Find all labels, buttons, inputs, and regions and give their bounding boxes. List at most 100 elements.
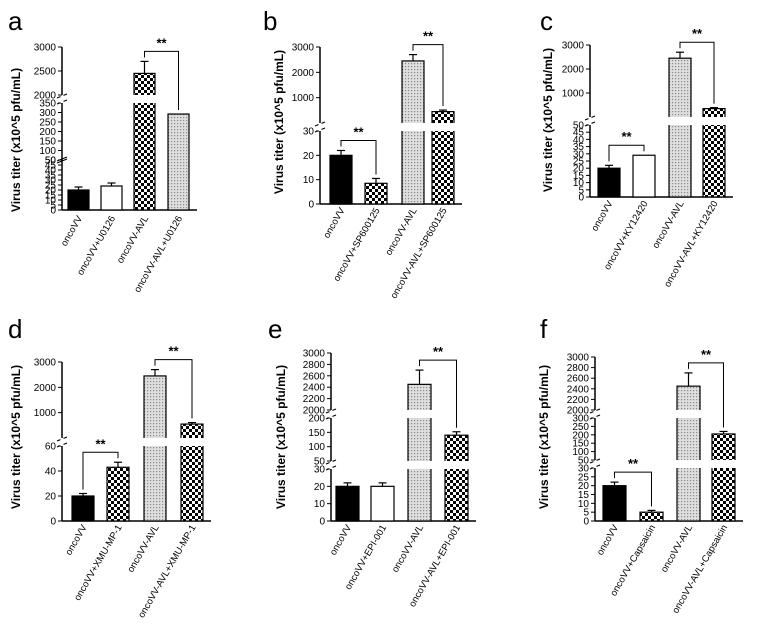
y-tick-label: 200 xyxy=(308,414,325,425)
bar-0 xyxy=(67,189,90,211)
y-tick-label: 3000 xyxy=(562,41,585,52)
y-tick-label: 3000 xyxy=(292,43,315,54)
significance-label-0: ** xyxy=(95,436,106,451)
y-tick-label: 250 xyxy=(572,422,589,433)
y-tick-label: 45 xyxy=(45,161,57,172)
bar-break-gap xyxy=(143,438,167,446)
bar-break-gap xyxy=(668,117,692,125)
significance-bracket-1 xyxy=(679,41,715,104)
y-tick-label: 20 xyxy=(578,481,590,492)
axis-break-gap xyxy=(329,461,333,469)
y-tick-label: 40 xyxy=(45,467,57,478)
bar-2 xyxy=(407,383,432,522)
bar-break-gap xyxy=(180,438,204,446)
x-category-label-0: oncoVV xyxy=(589,198,615,233)
y-tick-label: 30 xyxy=(45,176,57,187)
panel-label-d: d xyxy=(8,314,22,344)
y-tick-label: 2200 xyxy=(567,395,590,406)
y-tick-label: 300 xyxy=(572,414,589,425)
bar-3 xyxy=(444,434,469,522)
axis-break-mark xyxy=(56,158,68,164)
axis-break-gap xyxy=(593,410,597,418)
y-tick-label: 0 xyxy=(578,193,584,204)
panel-label-b: b xyxy=(263,6,277,36)
x-category-label-2: oncoVV-AVL xyxy=(125,523,161,575)
y-tick-label: 3000 xyxy=(303,349,326,360)
y-tick-label: 0 xyxy=(308,200,314,211)
x-category-label-2: oncoVV-AVL xyxy=(390,523,426,575)
x-category-label-2: oncoVV-AVL xyxy=(650,199,686,251)
y-tick-label: 15 xyxy=(578,490,590,501)
y-tick-label: 350 xyxy=(39,99,56,110)
x-category-label-2: oncoVV-AVL xyxy=(659,523,695,575)
y-tick-label: 15 xyxy=(45,191,57,202)
bar-0 xyxy=(335,485,360,522)
y-tick-label: 10 xyxy=(573,178,585,189)
y-tick-label: 200 xyxy=(572,430,589,441)
bar-break-gap xyxy=(401,123,425,131)
y-tick-label: 20 xyxy=(45,186,57,197)
y-tick-label: 25 xyxy=(573,157,585,168)
axis-break-gap xyxy=(318,123,322,131)
y-tick-label: 2000 xyxy=(303,406,326,417)
y-tick-label: 100 xyxy=(308,442,325,453)
x-category-label-0: oncoVV xyxy=(63,522,89,557)
y-tick-label: 0 xyxy=(583,517,589,528)
significance-label-0: ** xyxy=(433,344,444,359)
bar-break-gap xyxy=(702,117,726,125)
y-axis-title-f: Virus titer (x10^5 pfu/mL) xyxy=(537,365,551,509)
significance-label-0: ** xyxy=(621,129,632,144)
x-category-label-0: oncoVV xyxy=(321,205,347,240)
y-axis-title-e: Virus titer (x10^5 pfu/mL) xyxy=(274,365,288,509)
y-tick-label: 3000 xyxy=(34,358,57,369)
y-tick-label: 15 xyxy=(573,171,585,182)
bar-break-gap xyxy=(676,460,701,468)
y-tick-label: 250 xyxy=(39,118,56,129)
axis-break-gap xyxy=(329,410,333,418)
significance-bracket-0 xyxy=(82,451,119,490)
significance-label-1: ** xyxy=(168,344,179,359)
chart-d: 0204060100020003000oncoVVoncoVV+XMU-MP-1… xyxy=(34,344,211,620)
panel-label-e: e xyxy=(268,314,282,344)
y-tick-label: 60 xyxy=(45,442,57,453)
bar-0 xyxy=(602,485,627,522)
bar-3 xyxy=(711,433,736,522)
y-tick-label: 150 xyxy=(308,428,325,439)
y-tick-label: 45 xyxy=(573,128,585,139)
y-tick-label: 3000 xyxy=(34,43,57,54)
y-tick-label: 1000 xyxy=(34,408,57,419)
y-tick-label: 3000 xyxy=(567,353,590,364)
significance-label-0: ** xyxy=(156,35,167,50)
y-tick-label: 50 xyxy=(45,156,57,167)
chart-a: 0510152025303540455050100150200250300350… xyxy=(34,35,197,295)
significance-label-1: ** xyxy=(692,26,703,41)
x-category-label-3: oncoVV-AVL+SP600125 xyxy=(389,206,450,301)
y-tick-label: 0 xyxy=(50,206,56,217)
y-tick-label: 200 xyxy=(39,127,56,138)
significance-label-0: ** xyxy=(628,456,639,471)
y-tick-label: 2000 xyxy=(292,68,315,79)
y-tick-label: 25 xyxy=(578,472,590,483)
y-tick-label: 2600 xyxy=(303,371,326,382)
y-tick-label: 20 xyxy=(314,482,326,493)
chart-f: 0510152025305010015020025030020002200240… xyxy=(567,347,743,615)
y-axis-title-a: Virus titer (x10^5 pfu/mL) xyxy=(9,68,23,212)
bar-2 xyxy=(676,385,701,522)
y-tick-label: 35 xyxy=(45,171,57,182)
x-category-label-0: oncoVV xyxy=(328,522,354,557)
axis-break-gap xyxy=(60,438,64,446)
y-axis-title-d: Virus titer (x10^5 pfu/mL) xyxy=(9,365,23,509)
significance-bracket-1 xyxy=(154,359,193,419)
y-tick-label: 50 xyxy=(578,456,590,467)
y-tick-label: 5 xyxy=(583,508,589,519)
bar-2 xyxy=(668,57,692,198)
y-tick-label: 1000 xyxy=(292,93,315,104)
y-tick-label: 2400 xyxy=(567,384,590,395)
panel-label-f: f xyxy=(540,314,548,344)
y-tick-label: 30 xyxy=(573,149,585,160)
bar-break-gap xyxy=(407,461,432,469)
significance-bracket-0 xyxy=(419,359,457,428)
